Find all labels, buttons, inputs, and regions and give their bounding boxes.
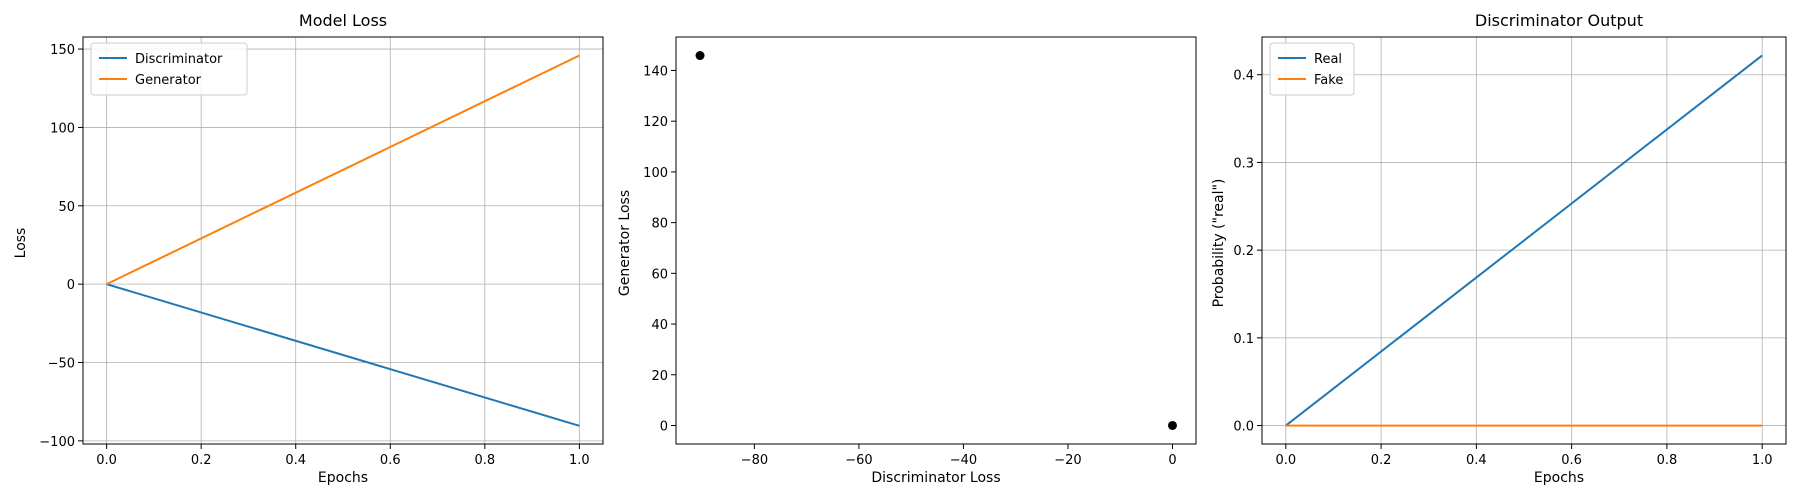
x-axis-label: Epochs bbox=[318, 470, 368, 486]
x-tick-label: 0.8 bbox=[474, 453, 495, 468]
x-tick-label: 0 bbox=[1168, 453, 1176, 468]
x-tick-label: 0.8 bbox=[1657, 453, 1678, 468]
y-axis-label: Generator Loss bbox=[617, 190, 633, 296]
y-tick-label: 0.0 bbox=[1233, 420, 1254, 435]
plot-frame bbox=[1261, 36, 1787, 445]
y-tick-label: 0 bbox=[67, 278, 75, 293]
loss-scatter-chart: Discriminator Loss Generator Loss −80 −60… bbox=[617, 36, 1197, 486]
scatter-point bbox=[1167, 420, 1177, 430]
y-axis-label: Loss bbox=[13, 228, 29, 259]
discriminator-output-chart: Discriminator Output Epochs Probability … bbox=[1211, 11, 1787, 486]
y-tick-label: 100 bbox=[50, 121, 75, 136]
grid bbox=[83, 37, 603, 444]
x-tick-label: 0.6 bbox=[1561, 453, 1582, 468]
legend-frame bbox=[1269, 42, 1355, 96]
legend-label-fake: Fake bbox=[1314, 73, 1343, 88]
y-tick-label: 150 bbox=[50, 43, 75, 58]
plot-data bbox=[106, 54, 580, 427]
legend-label-real: Real bbox=[1314, 52, 1342, 67]
x-tick-label: −20 bbox=[1054, 453, 1081, 468]
model-loss-chart: Model Loss Epochs Loss 0.0 0.2 0.4 0.6 0.8 1.… bbox=[13, 11, 604, 486]
series-line-real bbox=[1285, 54, 1763, 427]
chart-title: Discriminator Output bbox=[1475, 11, 1643, 30]
x-tick-label: 0.4 bbox=[1466, 453, 1487, 468]
y-tick-label: 100 bbox=[643, 166, 668, 181]
x-axis-label: Discriminator Loss bbox=[871, 470, 1000, 486]
plot-frame bbox=[675, 36, 1197, 445]
legend-frame bbox=[90, 42, 248, 96]
legend: Discriminator Generator bbox=[90, 42, 248, 96]
y-tick-label: 0.4 bbox=[1233, 69, 1254, 84]
x-tick-label: 0.0 bbox=[96, 453, 117, 468]
x-tick-label: 1.0 bbox=[569, 453, 590, 468]
y-tick-label: 20 bbox=[651, 369, 668, 384]
x-tick-label: −40 bbox=[950, 453, 977, 468]
y-tick-label: 0.2 bbox=[1233, 244, 1254, 259]
plot-frame bbox=[82, 36, 604, 445]
y-tick-label: 0.3 bbox=[1233, 156, 1254, 171]
x-axis-label: Epochs bbox=[1534, 470, 1584, 486]
x-tick-label: 0.2 bbox=[1371, 453, 1392, 468]
plot-data bbox=[1285, 54, 1763, 427]
y-tick-label: 80 bbox=[651, 217, 668, 232]
y-tick-label: 0.1 bbox=[1233, 332, 1254, 347]
scatter-point bbox=[695, 51, 705, 61]
y-tick-label: −50 bbox=[48, 357, 75, 372]
y-tick-label: 120 bbox=[643, 115, 668, 130]
y-tick-label: 60 bbox=[651, 267, 668, 282]
x-tick-label: 1.0 bbox=[1752, 453, 1773, 468]
y-tick-label: 40 bbox=[651, 318, 668, 333]
series-line-discriminator bbox=[106, 283, 580, 427]
x-tick-label: 0.6 bbox=[380, 453, 401, 468]
x-tick-label: 0.2 bbox=[191, 453, 212, 468]
legend: Real Fake bbox=[1269, 42, 1355, 96]
legend-label-generator: Generator bbox=[135, 73, 202, 88]
y-tick-label: 0 bbox=[660, 419, 668, 434]
series-line-generator bbox=[106, 54, 580, 286]
x-tick-label: 0.0 bbox=[1275, 453, 1296, 468]
x-tick-label: −80 bbox=[741, 453, 768, 468]
y-tick-label: −100 bbox=[39, 435, 75, 450]
chart-title: Model Loss bbox=[299, 11, 387, 30]
y-axis-label: Probability ("real") bbox=[1211, 179, 1227, 308]
plot-data bbox=[695, 51, 1177, 430]
x-tick-label: −60 bbox=[845, 453, 872, 468]
y-tick-label: 50 bbox=[58, 200, 75, 215]
legend-label-discriminator: Discriminator bbox=[135, 52, 223, 67]
y-tick-label: 140 bbox=[643, 64, 668, 79]
x-tick-label: 0.4 bbox=[285, 453, 306, 468]
